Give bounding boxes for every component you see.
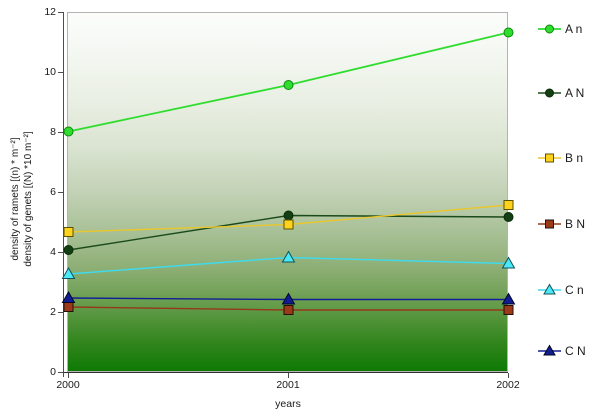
y-tick-mark: [58, 192, 64, 193]
data-point-b-n: [283, 305, 294, 315]
y-tick-mark: [58, 72, 64, 73]
y-tick-mark: [58, 132, 64, 133]
legend-key-a-n: [538, 88, 561, 98]
plot-area: [61, 12, 516, 372]
x-tick-label: 2002: [496, 379, 520, 391]
x-tick-mark: [68, 373, 69, 378]
legend-marker-c-n: [543, 344, 556, 356]
legend-key-b-n: [538, 219, 561, 229]
x-tick-label: 2001: [276, 379, 300, 391]
legend-label-a-n: A N: [565, 86, 585, 100]
legend-label-a-n: A n: [565, 22, 583, 36]
data-point-c-n: [281, 292, 296, 305]
y-tick-label: 2: [50, 306, 56, 318]
y-tick-label: 6: [50, 186, 56, 198]
data-point-b-n: [503, 305, 514, 315]
y-tick-label: 8: [50, 126, 56, 138]
y-axis-title-line2: density of genets [(N) *10 m⁻²]: [23, 131, 34, 267]
data-point-a-n: [283, 80, 294, 90]
legend-item-a-n: A n: [538, 20, 582, 38]
legend-marker-b-n: [545, 219, 554, 229]
legend-label-b-n: B n: [565, 151, 584, 165]
y-tick-label: 4: [50, 246, 56, 258]
data-point-a-n: [63, 245, 74, 255]
data-point-b-n: [283, 219, 294, 230]
legend-label-c-n: C n: [565, 283, 584, 297]
data-point-c-n: [281, 250, 296, 263]
data-point-a-n: [503, 27, 514, 38]
y-axis-title: density of ramets [(n) * m⁻²] density of…: [9, 89, 35, 309]
data-point-b-n: [503, 200, 514, 210]
data-point-c-n: [501, 292, 516, 305]
y-tick-mark: [58, 252, 64, 253]
data-point-a-n: [503, 212, 514, 222]
data-point-a-n: [283, 210, 294, 221]
y-tick-mark: [58, 312, 64, 313]
data-point-c-n: [61, 266, 76, 279]
x-tick-mark: [288, 373, 289, 378]
y-tick-label: 0: [50, 366, 56, 378]
x-tick-label: 2000: [56, 379, 80, 391]
series-layer: [61, 27, 516, 315]
legend-item-b-n: B n: [538, 149, 583, 167]
legend-key-c-n: [538, 344, 561, 356]
legend-marker-a-n: [545, 88, 554, 98]
y-tick-label: 12: [44, 6, 56, 18]
y-axis-title-line1: density of ramets [(n) * m⁻²]: [10, 137, 21, 261]
y-tick-mark: [58, 12, 64, 13]
data-point-a-n: [63, 126, 74, 137]
y-tick-mark: [58, 372, 64, 373]
legend-label-c-n: C N: [565, 344, 586, 358]
legend: A n A N B n B N C n C N: [538, 0, 600, 417]
data-point-c-n: [501, 256, 516, 269]
legend-marker-a-n: [545, 24, 554, 34]
y-axis-line: [63, 12, 64, 377]
legend-item-c-n: C N: [538, 342, 586, 360]
x-tick-mark: [508, 373, 509, 378]
data-point-b-n: [63, 302, 74, 312]
y-tick-label: 10: [44, 66, 56, 78]
data-point-c-n: [61, 290, 76, 303]
data-point-b-n: [63, 227, 74, 237]
legend-label-b-n: B N: [565, 217, 586, 231]
x-axis-title: years: [275, 398, 301, 410]
legend-marker-b-n: [545, 153, 554, 163]
legend-marker-c-n: [543, 283, 556, 295]
legend-item-c-n: C n: [538, 281, 584, 299]
legend-item-b-n: B N: [538, 215, 585, 233]
legend-key-a-n: [538, 24, 561, 34]
x-axis-line: [63, 372, 508, 373]
legend-key-b-n: [538, 153, 561, 163]
legend-item-a-n: A N: [538, 84, 584, 102]
legend-key-c-n: [538, 283, 561, 295]
